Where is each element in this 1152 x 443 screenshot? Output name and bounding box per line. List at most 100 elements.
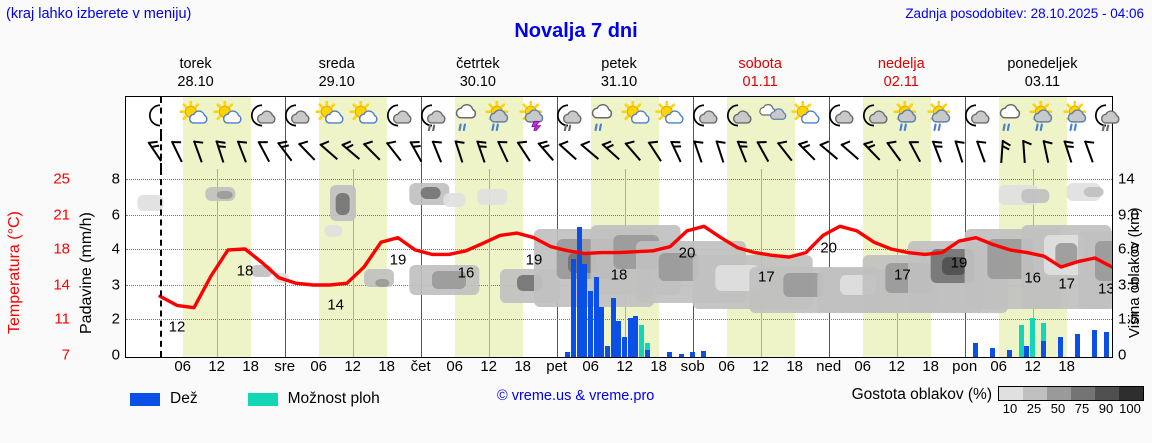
wind-barb: [970, 138, 992, 166]
day-separator: [964, 135, 966, 169]
temperature-value-label: 19: [389, 251, 407, 269]
temperature-value-label: 12: [168, 318, 186, 336]
wind-barb: [187, 138, 209, 166]
showers-bar: [1041, 322, 1047, 357]
axis-tick: 6: [111, 206, 120, 224]
axis-tick: 3: [111, 276, 120, 294]
wind-barb-row: [126, 135, 1112, 169]
wind-barb: [426, 138, 448, 166]
cloud-density-swatch: [1095, 387, 1119, 400]
cloud-density-swatch: [1047, 387, 1071, 400]
rain-bar: [690, 352, 696, 357]
day-name: petek: [601, 56, 637, 72]
wind-barb: [296, 138, 318, 166]
temperature-value-label: 18: [236, 262, 254, 280]
wind-barb: [948, 138, 970, 166]
day-date: 29.10: [318, 74, 355, 90]
day-name: sobota: [738, 56, 782, 72]
time-tick-label: 06: [174, 358, 191, 375]
time-tick-label: 06: [310, 358, 327, 375]
rain-bar: [610, 297, 616, 357]
day-header-petek: petek 31.10: [548, 55, 689, 93]
day-separator: [284, 169, 286, 357]
cloud-density-value: 75: [1074, 401, 1090, 416]
temperature-value-label: 19: [950, 254, 968, 272]
current-time-marker: [160, 169, 162, 357]
rain-bar: [1103, 331, 1109, 357]
sun-cloud-storm-icon: [519, 100, 549, 135]
axis-tick: 1.5: [1118, 310, 1139, 328]
wind-barb: [644, 138, 666, 166]
cloud-density-value: 100: [1119, 401, 1141, 416]
wind-barb: [361, 138, 383, 166]
day-name: nedelja: [877, 56, 925, 72]
grid-line-vertical: [216, 169, 218, 357]
rain-bar: [627, 318, 633, 357]
rain-bar: [565, 352, 571, 357]
wind-barb: [774, 138, 796, 166]
grid-line-horizontal: [126, 215, 1112, 216]
axis-tick: 21: [53, 206, 70, 224]
time-tick-label: 06: [446, 358, 463, 375]
axis-tick: 0: [111, 346, 120, 364]
wind-barb: [796, 138, 818, 166]
moon-cloud-rain-icon: [553, 101, 583, 133]
cloud-height-axis-ticks: 14 9.0 6.0 3.5 1.5 0: [1118, 169, 1150, 364]
rain-bar: [701, 351, 707, 357]
temperature-value-label: 18: [610, 266, 628, 284]
time-axis-labels: 06 12 18 sre 06 12 18 čet 06 12 18 pet 06 12 18 sob 06 12…: [126, 358, 1112, 380]
day-date: 02.11: [883, 74, 919, 90]
showers-bar: [1018, 325, 1024, 357]
temperature-axis-title: Temperatura (°C): [6, 211, 23, 335]
day-date: 01.11: [742, 74, 778, 90]
sun-cloud-rain-icon: [927, 100, 957, 131]
sun-cloud-rain-icon: [485, 100, 515, 131]
day-header-torek: torek 28.10: [125, 55, 266, 93]
axis-tick: 25: [53, 170, 70, 188]
time-tick-label: 12: [888, 358, 905, 375]
rain-bar: [1092, 329, 1098, 357]
rain-bar: [599, 306, 605, 357]
wind-barb: [470, 138, 492, 166]
moon-cloud-icon: [723, 101, 753, 131]
day-name: četrtek: [456, 56, 500, 72]
moon-cloud-rain-icon: [1091, 101, 1121, 133]
rain-bar: [644, 350, 650, 357]
day-separator: [556, 135, 558, 169]
copyright-link[interactable]: © vreme.us & vreme.pro: [497, 388, 655, 404]
daylight-band: [862, 135, 931, 169]
time-tick-label: 12: [208, 358, 225, 375]
location-menu-note: (kraj lahko izberete v meniju): [6, 6, 192, 22]
temperature-value-label: 13: [1097, 280, 1112, 298]
time-tick-label: ned: [816, 358, 842, 375]
wind-barb: [340, 138, 362, 166]
time-tick-label: sob: [680, 358, 705, 375]
rain-swatch: [130, 392, 160, 406]
cloud-rain-icon: [451, 101, 481, 131]
time-tick-label: sre: [274, 358, 296, 375]
rain-bar: [582, 263, 588, 357]
axis-tick: 6.0: [1118, 240, 1139, 258]
day-header-nedelja: nedelja 02.11: [831, 55, 972, 93]
rain-bar: [1041, 341, 1047, 357]
wind-barb: [709, 138, 731, 166]
sun-cloud-icon: [791, 100, 821, 131]
time-tick-label: 18: [1058, 358, 1075, 375]
wind-barb: [274, 138, 296, 166]
wind-barb: [209, 138, 231, 166]
wind-barb: [513, 138, 535, 166]
day-separator: [420, 135, 422, 169]
rain-bar: [622, 336, 628, 357]
rain-bar: [678, 353, 684, 357]
day-name: torek: [179, 56, 212, 72]
day-header-četrtek: četrtek 30.10: [407, 55, 548, 93]
day-date: 30.10: [459, 74, 496, 90]
current-time-marker: [160, 97, 162, 135]
wind-barb: [448, 138, 470, 166]
axis-tick: 4: [111, 240, 120, 258]
rain-bar: [1007, 350, 1013, 357]
wind-barb: [839, 138, 861, 166]
wind-barb: [557, 138, 579, 166]
time-tick-label: 12: [1024, 358, 1041, 375]
rain-bar: [1058, 336, 1064, 357]
